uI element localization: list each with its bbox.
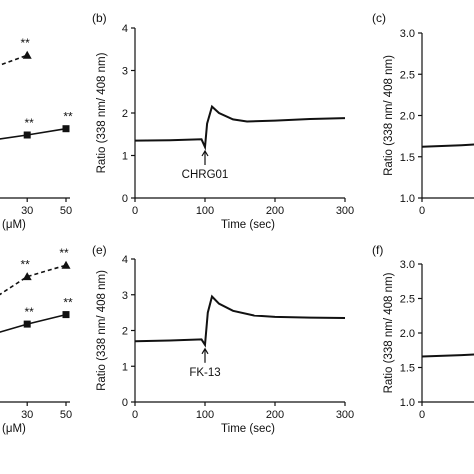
x-tick-label: 100 [196,205,214,217]
x-axis-label: Time (sec) [221,219,275,231]
y-tick-label: 1.0 [400,193,415,205]
panel-label: (e) [92,243,107,257]
stimulus-label: CHRG01 [182,169,229,181]
series-line-square [0,127,67,140]
y-tick-label: 1.5 [400,363,415,375]
y-tick-label: 0 [122,193,128,205]
x-tick-label: 0 [132,205,138,217]
x-axis-label: Time (sec) [221,423,275,435]
square-marker [23,131,31,139]
y-axis-label: Ratio (338 nm/ 408 nm) [96,52,108,173]
significance-mark: ** [63,110,73,124]
triangle-marker [22,50,32,59]
x-tick-label: 300 [336,205,354,217]
panel-a-bottom: 03050(μM)*********** [0,246,73,435]
y-tick-label: 3 [122,66,128,78]
x-axis-label: (μM) [2,423,26,435]
x-tick-label: 30 [21,205,33,217]
stimulus-arrowhead [201,347,209,355]
x-tick-label: 0 [419,205,425,217]
stimulus-arrowhead [201,149,209,157]
panel-label: (b) [92,11,107,25]
y-tick-label: 1.0 [400,397,415,409]
significance-mark: ** [25,305,35,319]
triangle-marker [61,260,71,269]
square-marker [23,320,31,328]
x-tick-label: 30 [21,409,33,421]
y-axis-label: Ratio (338 nm/ 408 nm) [96,270,108,391]
y-tick-label: 1 [122,361,128,373]
x-tick-label: 100 [196,409,214,421]
y-axis-label: Ratio (338 nm/ 408 nm) [383,272,395,393]
x-tick-label: 200 [266,409,284,421]
y-tick-label: 3.0 [400,259,415,271]
x-tick-label: 0 [419,409,425,421]
y-tick-label: 4 [122,254,128,266]
stimulus-label: FK-13 [189,367,220,379]
square-marker [62,311,70,319]
panel-label: (f) [372,243,383,257]
x-tick-label: 0 [132,409,138,421]
panel-label: (c) [372,11,386,25]
panel-a-top: 03050(μM)********* [0,36,73,231]
y-tick-label: 2 [122,108,128,120]
series-trace [421,353,474,358]
panel-e: (e) 0 1 2 3 4 Ratio (338 nm/ 408 nm) 0 100 200 300… [92,243,354,435]
x-axis-label: (μM) [2,219,26,231]
x-tick-label: 200 [266,205,284,217]
y-tick-label: 1 [122,151,128,163]
y-tick-label: 3 [122,290,128,302]
x-tick-label: 50 [60,205,72,217]
y-tick-label: 2.5 [400,69,415,81]
y-tick-label: 3.0 [400,28,415,40]
y-tick-label: 2.0 [400,111,415,123]
y-tick-label: 2 [122,326,128,338]
x-tick-label: 50 [60,409,72,421]
y-tick-label: 0 [122,397,128,409]
series-trace [421,143,474,148]
square-marker [62,125,70,133]
significance-mark: ** [21,258,31,272]
y-tick-label: 2.0 [400,328,415,340]
y-tick-label: 1.5 [400,152,415,164]
series-trace [134,104,346,151]
significance-mark: ** [59,246,69,260]
significance-mark: ** [21,36,31,50]
y-tick-label: 2.5 [400,294,415,306]
series-line-triangle [0,54,28,66]
series-trace [134,294,346,348]
panel-f: (f) 1.0 1.5 2.0 2.5 3.0 Ratio (338 nm/ 408 nm)… [372,243,474,421]
panel-c: (c) 1.0 1.5 2.0 2.5 3.0 Ratio (338 nm/ 408 nm)… [372,11,474,217]
panel-b: (b) 0 1 2 3 4 Ratio (338 nm/ 408 nm) 0 100 200 300… [92,11,354,231]
significance-mark: ** [25,116,35,130]
significance-mark: ** [63,296,73,310]
triangle-marker [22,272,32,281]
x-tick-label: 300 [336,409,354,421]
y-axis-label: Ratio (338 nm/ 408 nm) [383,55,395,176]
y-tick-label: 4 [122,23,128,35]
